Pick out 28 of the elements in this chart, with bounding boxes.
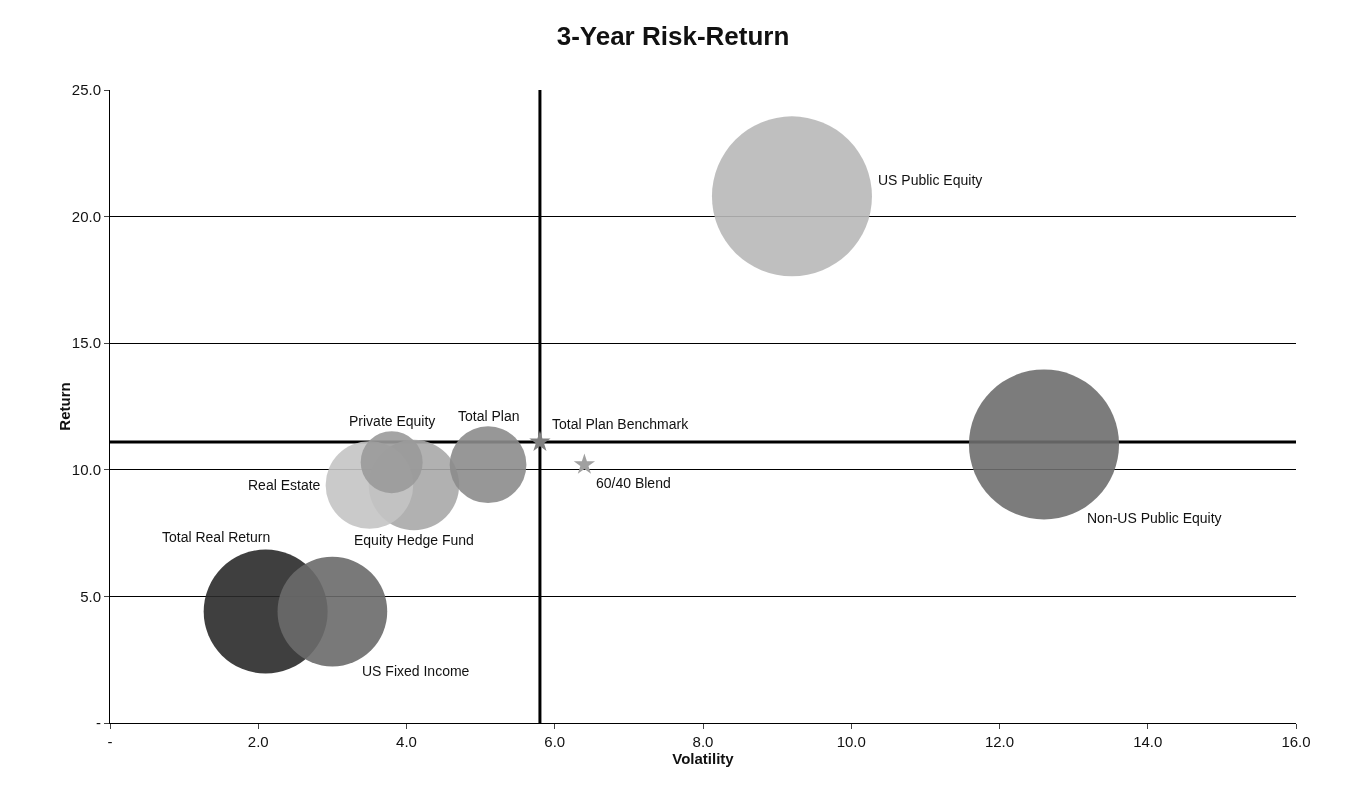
- x-tick-label: 10.0: [836, 733, 866, 750]
- x-tick-label: 6.0: [544, 733, 566, 750]
- y-tick-label: 15.0: [71, 334, 101, 352]
- x-tick-label: 8.0: [692, 733, 714, 750]
- series-label: Total Plan Benchmark: [552, 416, 690, 432]
- x-tick-label: 4.0: [396, 733, 417, 750]
- series-label: Real Estate: [248, 477, 321, 493]
- y-tick-label: -: [96, 714, 101, 732]
- series-label: 60/40 Blend: [596, 475, 671, 491]
- x-axis-title: Volatility: [672, 750, 735, 767]
- series-label: Private Equity: [349, 413, 436, 429]
- series-label: US Fixed Income: [362, 663, 470, 679]
- x-tick-label: 14.0: [1133, 733, 1163, 750]
- series-label: Total Plan: [458, 408, 520, 424]
- series-label: US Public Equity: [878, 172, 983, 188]
- y-axis-title: Return: [56, 382, 73, 431]
- x-tick-label: -: [107, 733, 113, 750]
- chart-title: 3-Year Risk-Return: [556, 21, 790, 51]
- y-tick-label: 20.0: [71, 207, 101, 225]
- x-tick-label: 12.0: [984, 733, 1015, 750]
- y-tick-label: 25.0: [71, 81, 101, 99]
- x-tick-label: 16.0: [1281, 733, 1311, 750]
- series-label: Equity Hedge Fund: [354, 532, 474, 548]
- y-tick-label: 5.0: [80, 587, 101, 605]
- series-label: Non-US Public Equity: [1087, 510, 1222, 526]
- series-label: Total Real Return: [162, 529, 271, 545]
- x-tick-label: 2.0: [247, 733, 269, 750]
- y-tick-label: 10.0: [71, 461, 101, 479]
